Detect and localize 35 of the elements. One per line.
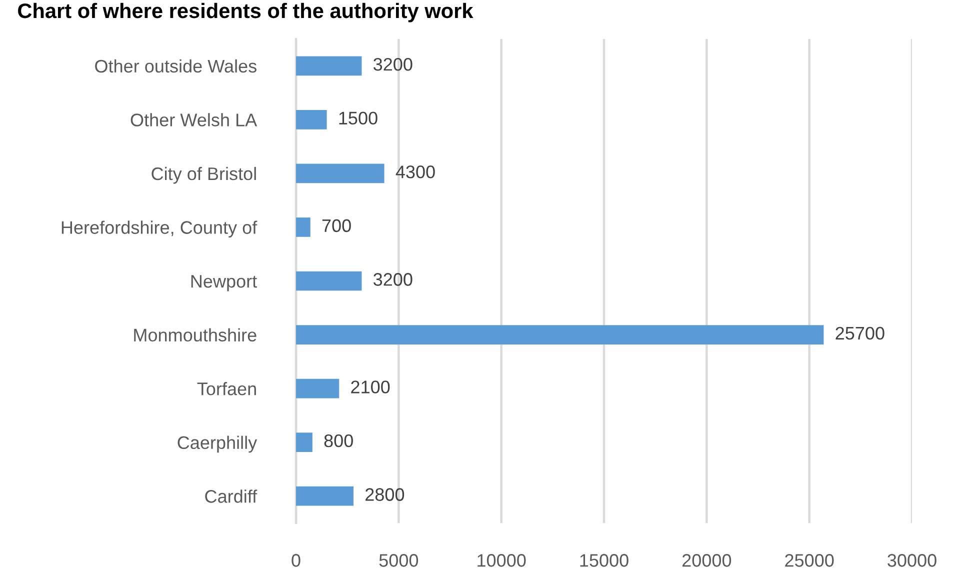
- y-tick-label: Cardiff: [205, 490, 258, 503]
- data-label: 1500: [339, 112, 378, 125]
- x-tick-label: 25000: [785, 554, 834, 567]
- y-tick-label: City of Bristol: [152, 166, 256, 184]
- y-tick-label: Newport: [191, 275, 257, 292]
- x-tick-label: 0: [292, 554, 300, 567]
- bar: [296, 56, 362, 76]
- x-tick-label: 10000: [478, 554, 526, 567]
- data-label: 2100: [351, 380, 390, 394]
- y-tick-label: Other Welsh LA: [130, 113, 258, 126]
- x-tick-label: 5000: [379, 554, 418, 567]
- bar: [296, 432, 312, 452]
- x-tick-label: 30000: [888, 554, 936, 567]
- bar: [296, 378, 340, 398]
- bar: [296, 271, 362, 291]
- y-tick-label: Monmouthshire: [134, 328, 256, 342]
- chart-title: Chart of where residents of the authority work: [18, 2, 474, 22]
- x-tick-label: 15000: [580, 554, 628, 567]
- data-label: 25700: [836, 326, 884, 340]
- data-label: 3200: [374, 58, 412, 71]
- data-label: 4300: [396, 166, 435, 178]
- data-label: 2800: [366, 488, 404, 501]
- bar: [296, 110, 327, 130]
- data-label: 700: [322, 219, 351, 232]
- data-label: 800: [324, 434, 353, 448]
- bar: [296, 164, 384, 184]
- y-tick-label: Other outside Wales: [95, 59, 256, 73]
- bar: [296, 325, 824, 344]
- y-tick-label: Torfaen: [197, 382, 256, 396]
- bar: [296, 218, 310, 237]
- y-tick-label: Herefordshire, County of: [62, 220, 258, 238]
- y-tick-label: Caerphilly: [178, 436, 258, 453]
- data-label: 3200: [374, 273, 412, 286]
- bar: [296, 486, 354, 506]
- x-tick-label: 20000: [682, 554, 732, 567]
